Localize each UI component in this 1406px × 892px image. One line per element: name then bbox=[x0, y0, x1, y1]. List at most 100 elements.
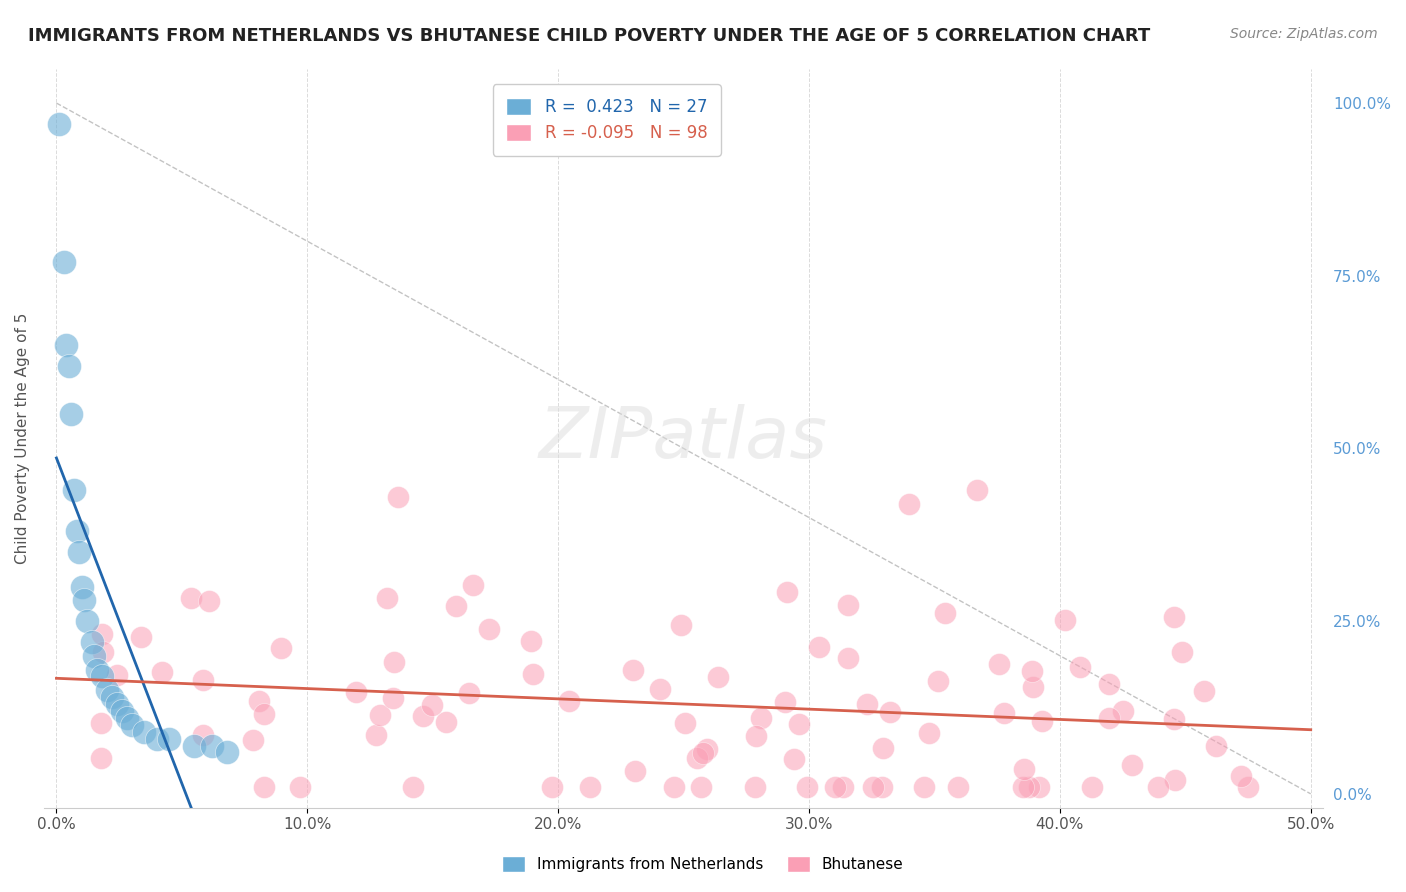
Point bbox=[90, 750, 112, 764]
Point bbox=[934, 606, 956, 620]
Point bbox=[689, 780, 711, 794]
Point bbox=[1011, 780, 1033, 794]
Point bbox=[1230, 769, 1253, 783]
Point bbox=[918, 726, 941, 740]
Point bbox=[183, 739, 205, 753]
Point bbox=[91, 645, 114, 659]
Point bbox=[193, 673, 215, 687]
Point bbox=[242, 732, 264, 747]
Point bbox=[387, 490, 409, 504]
Point bbox=[76, 614, 98, 628]
Point bbox=[648, 682, 671, 697]
Point bbox=[247, 693, 270, 707]
Point bbox=[253, 780, 276, 794]
Point bbox=[58, 359, 80, 373]
Point bbox=[458, 686, 481, 700]
Point bbox=[180, 591, 202, 606]
Point bbox=[434, 715, 457, 730]
Point bbox=[80, 635, 103, 649]
Point bbox=[375, 591, 398, 605]
Point bbox=[90, 669, 112, 683]
Point bbox=[382, 655, 405, 669]
Point bbox=[1012, 762, 1035, 776]
Point bbox=[115, 711, 138, 725]
Point bbox=[870, 780, 893, 794]
Point bbox=[478, 622, 501, 636]
Point bbox=[1112, 704, 1135, 718]
Point bbox=[288, 780, 311, 794]
Point bbox=[270, 641, 292, 656]
Point bbox=[63, 483, 86, 497]
Point bbox=[1031, 714, 1053, 729]
Point bbox=[381, 691, 404, 706]
Point bbox=[67, 545, 90, 559]
Point bbox=[837, 598, 859, 612]
Point bbox=[686, 751, 709, 765]
Point bbox=[86, 663, 108, 677]
Point bbox=[91, 626, 114, 640]
Point bbox=[783, 752, 806, 766]
Point bbox=[927, 673, 949, 688]
Point bbox=[1163, 712, 1185, 726]
Point bbox=[1163, 772, 1185, 787]
Point bbox=[364, 728, 387, 742]
Point bbox=[129, 631, 152, 645]
Point bbox=[623, 764, 645, 779]
Point bbox=[1171, 645, 1194, 659]
Point bbox=[1098, 676, 1121, 690]
Point bbox=[105, 697, 128, 711]
Point bbox=[65, 524, 87, 539]
Point bbox=[673, 716, 696, 731]
Legend: Immigrants from Netherlands, Bhutanese: Immigrants from Netherlands, Bhutanese bbox=[495, 848, 911, 880]
Point bbox=[621, 664, 644, 678]
Point bbox=[540, 780, 562, 794]
Point bbox=[749, 710, 772, 724]
Point bbox=[402, 780, 425, 794]
Point bbox=[696, 742, 718, 756]
Point bbox=[52, 255, 75, 269]
Point bbox=[897, 497, 920, 511]
Point bbox=[73, 593, 96, 607]
Point bbox=[824, 780, 846, 794]
Point bbox=[111, 704, 134, 718]
Point bbox=[776, 584, 799, 599]
Point bbox=[966, 483, 988, 497]
Point bbox=[807, 640, 830, 655]
Point bbox=[1163, 609, 1185, 624]
Text: IMMIGRANTS FROM NETHERLANDS VS BHUTANESE CHILD POVERTY UNDER THE AGE OF 5 CORREL: IMMIGRANTS FROM NETHERLANDS VS BHUTANESE… bbox=[28, 27, 1150, 45]
Point bbox=[96, 683, 118, 698]
Point bbox=[83, 648, 105, 663]
Text: ZIPatlas: ZIPatlas bbox=[538, 403, 828, 473]
Point bbox=[197, 593, 219, 607]
Point bbox=[1205, 739, 1227, 753]
Point bbox=[70, 580, 93, 594]
Point bbox=[463, 578, 485, 592]
Point bbox=[420, 698, 443, 712]
Point bbox=[134, 724, 156, 739]
Point bbox=[579, 780, 602, 794]
Point bbox=[520, 633, 543, 648]
Point bbox=[1018, 780, 1040, 794]
Point bbox=[215, 746, 238, 760]
Point bbox=[522, 667, 544, 681]
Point bbox=[775, 695, 797, 709]
Point bbox=[146, 731, 169, 746]
Point bbox=[987, 657, 1010, 672]
Point bbox=[121, 718, 143, 732]
Point bbox=[346, 684, 368, 698]
Point bbox=[558, 694, 581, 708]
Point bbox=[368, 708, 391, 723]
Point bbox=[993, 706, 1015, 720]
Point bbox=[412, 708, 434, 723]
Point bbox=[669, 618, 692, 632]
Point bbox=[707, 670, 730, 684]
Point bbox=[1192, 684, 1215, 698]
Point bbox=[253, 706, 276, 721]
Point bbox=[744, 730, 766, 744]
Point bbox=[55, 338, 77, 352]
Point bbox=[856, 697, 879, 711]
Point bbox=[90, 716, 112, 731]
Y-axis label: Child Poverty Under the Age of 5: Child Poverty Under the Age of 5 bbox=[15, 312, 30, 564]
Point bbox=[872, 741, 894, 756]
Point bbox=[1022, 680, 1045, 694]
